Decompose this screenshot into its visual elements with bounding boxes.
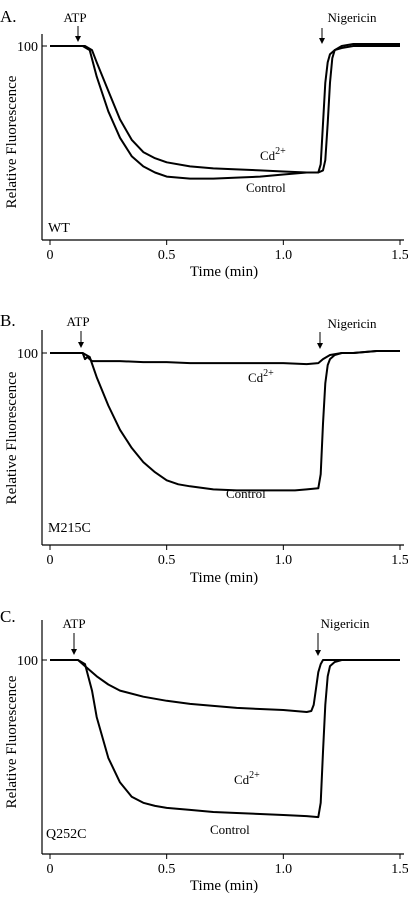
panel-letter: B. [0, 311, 16, 330]
x-tick-label: 0 [47, 553, 54, 568]
y-axis-title: Relative Fluorescence [4, 371, 20, 504]
x-tick-label: 0.5 [158, 248, 176, 263]
annotation-label: ATP [63, 10, 86, 25]
series-label-base: Cd [260, 148, 276, 163]
panel-1: A. WT 0 0.5 1.0 1.5 100 Time (min) Relative Fluo… [0, 7, 408, 280]
x-tick-label: 1.5 [391, 862, 408, 877]
x-tick-label: 0.5 [158, 553, 176, 568]
y-tick-label: 100 [17, 654, 38, 669]
x-tick-label: 0.5 [158, 862, 176, 877]
annotation-label: ATP [66, 314, 89, 329]
series-label: Control [210, 822, 250, 837]
series-line-control [50, 350, 400, 492]
x-tick-label: 1.0 [275, 862, 293, 877]
series-label-base: Cd [248, 370, 264, 385]
annotation-arrowhead [71, 649, 77, 655]
annotation-label: ATP [62, 616, 85, 631]
x-axis-title: Time (min) [190, 264, 258, 280]
series-label-base: Cd [234, 772, 250, 787]
annotation-label: Nigericin [327, 316, 377, 331]
y-tick-label: 100 [17, 347, 38, 362]
series-line-control [50, 659, 400, 819]
y-axis-title: Relative Fluorescence [4, 675, 20, 808]
x-tick-label: 1.5 [391, 553, 408, 568]
x-tick-label: 0 [47, 248, 54, 263]
panel-2: B. M215C 0 0.5 1.0 1.5 100 Time (min) Relative F… [0, 311, 408, 586]
panel-letter: C. [0, 607, 16, 626]
annotation-arrowhead [319, 38, 325, 44]
annotation-arrowhead [75, 36, 81, 42]
annotation-label: Nigericin [327, 10, 377, 25]
x-tick-label: 1.5 [391, 248, 408, 263]
series-label: Control [246, 180, 286, 195]
annotation-arrowhead [315, 650, 321, 656]
annotation-arrowhead [78, 342, 84, 348]
series-line-cd2 [50, 350, 400, 366]
annotation-arrowhead [317, 343, 323, 349]
series-label-base: Control [246, 180, 286, 195]
sample-label: WT [48, 221, 70, 236]
annotation-label: Nigericin [320, 616, 370, 631]
series-label: Control [226, 486, 266, 501]
series-line-cd2 [50, 43, 400, 174]
panel-letter: A. [0, 7, 17, 26]
x-tick-label: 1.0 [275, 553, 293, 568]
series-label-superscript: 2+ [275, 146, 286, 157]
series-line-control [50, 45, 400, 180]
series-label: Cd2+ [260, 146, 286, 163]
series-label-superscript: 2+ [263, 368, 274, 379]
sample-label: Q252C [46, 827, 86, 842]
series-label-superscript: 2+ [249, 770, 260, 781]
sample-label: M215C [48, 521, 91, 536]
y-axis-title: Relative Fluorescence [4, 75, 20, 208]
series-line-cd2 [50, 659, 400, 713]
x-tick-label: 0 [47, 862, 54, 877]
series-label-base: Control [210, 822, 250, 837]
panel-3: C. Q252C 0 0.5 1.0 1.5 100 Time (min) Relative F… [0, 607, 408, 894]
x-axis-title: Time (min) [190, 878, 258, 894]
series-label-base: Control [226, 486, 266, 501]
y-tick-label: 100 [17, 40, 38, 55]
series-label: Cd2+ [248, 368, 274, 385]
x-tick-label: 1.0 [275, 248, 293, 263]
x-axis-title: Time (min) [190, 570, 258, 586]
series-label: Cd2+ [234, 770, 260, 787]
